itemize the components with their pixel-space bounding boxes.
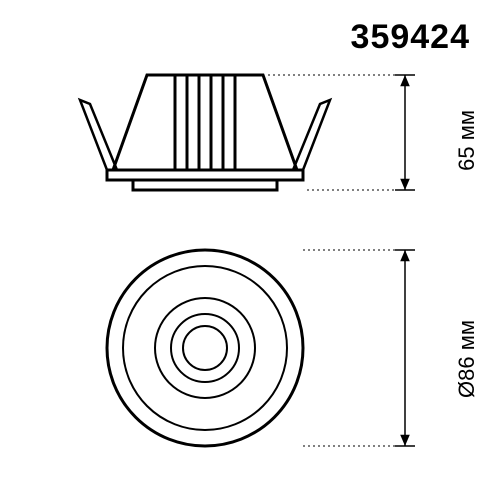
side-view xyxy=(80,75,330,190)
dimension-lines xyxy=(268,75,415,446)
circle-view xyxy=(107,250,303,446)
height-dimension-label: 65 мм xyxy=(454,110,480,171)
technical-drawing xyxy=(0,0,500,500)
diagram-container: 359424 65 мм Ø86 мм xyxy=(0,0,500,500)
diameter-dimension-label: Ø86 мм xyxy=(454,320,480,398)
